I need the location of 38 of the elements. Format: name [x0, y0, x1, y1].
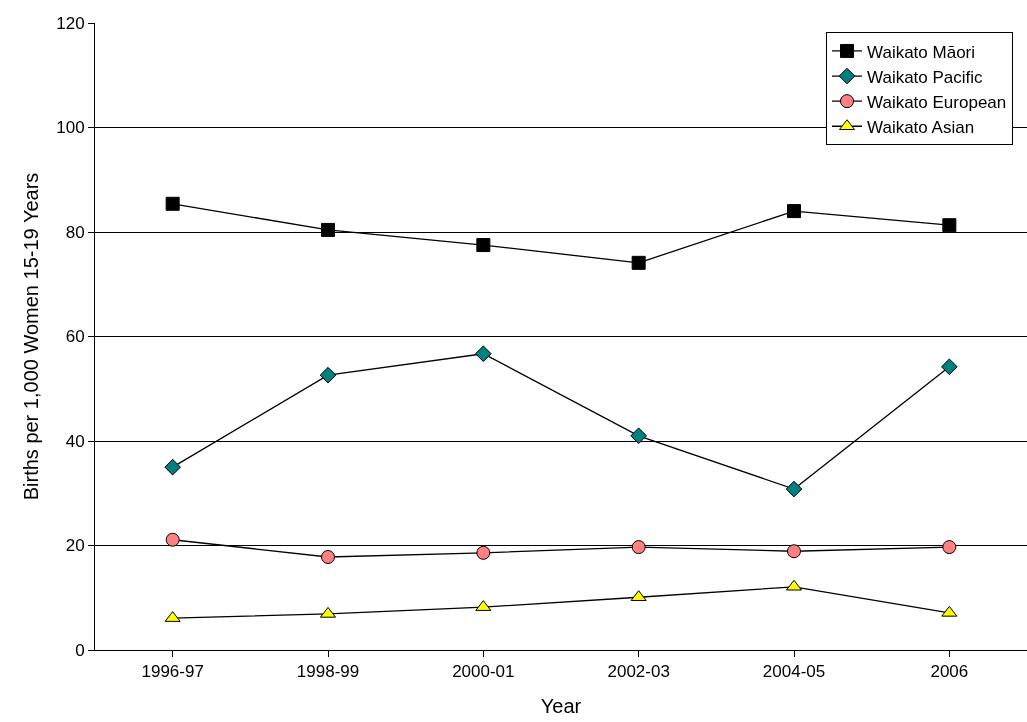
point [319, 366, 337, 384]
point [165, 196, 180, 211]
point [942, 540, 957, 555]
point [631, 540, 646, 555]
point [942, 218, 957, 233]
point [630, 427, 647, 445]
point [476, 545, 491, 560]
x-tick-label: 2004-05 [762, 662, 826, 682]
point [941, 358, 958, 376]
x-tick-label: 2002-03 [607, 662, 670, 682]
y-tick-label: 0 [75, 640, 85, 660]
point [321, 222, 335, 237]
point [321, 550, 335, 564]
x-axis-title: Year [540, 694, 582, 717]
x-tick-label: 1998-99 [296, 662, 360, 682]
point [785, 480, 803, 498]
y-tick-label: 120 [56, 13, 85, 33]
x-tick-label: 2000-01 [452, 662, 515, 682]
y-tick-label: 60 [65, 327, 85, 347]
point [164, 458, 181, 476]
legend-label: Waikato Māori [867, 42, 976, 62]
point [165, 532, 180, 547]
point [787, 204, 801, 219]
y-tick-label: 20 [65, 536, 85, 556]
y-tick-label: 100 [56, 118, 85, 138]
y-axis-title: Births per 1,000 Women 15-19 Years [19, 172, 42, 501]
legend-label: Waikato Asian [867, 117, 975, 137]
legend-label: Waikato European [867, 92, 1007, 112]
point [787, 544, 801, 559]
point [941, 605, 958, 617]
point [631, 255, 646, 270]
x-tick-label: 1996-97 [141, 662, 204, 682]
legend-label: Waikato Pacific [867, 67, 984, 87]
point [476, 238, 491, 253]
point [475, 345, 492, 363]
x-tick-label: 2006 [930, 662, 969, 682]
y-tick-label: 80 [65, 222, 85, 242]
y-tick-label: 40 [65, 431, 85, 451]
